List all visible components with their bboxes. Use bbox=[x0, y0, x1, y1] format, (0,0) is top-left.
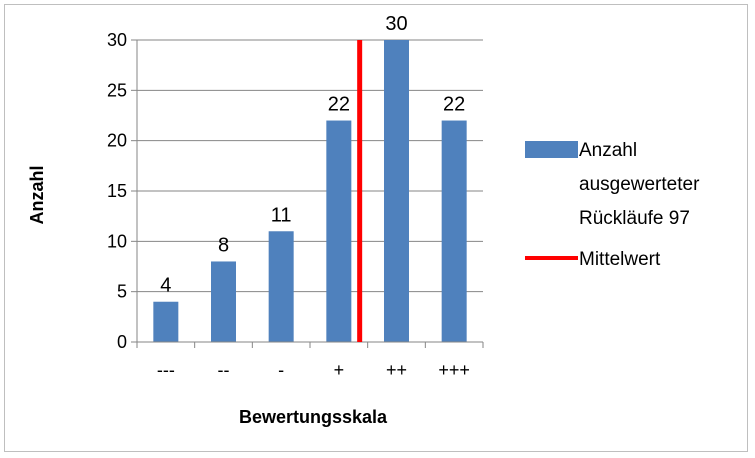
data-label: 11 bbox=[271, 204, 292, 226]
data-label: 4 bbox=[160, 275, 171, 297]
x-tick-label: --- bbox=[157, 360, 175, 380]
x-axis-title: Bewertungsskala bbox=[239, 407, 388, 427]
axes bbox=[136, 40, 484, 348]
bar bbox=[211, 261, 236, 342]
data-label: 30 bbox=[385, 13, 407, 35]
y-tick-label: 5 bbox=[117, 282, 127, 302]
y-tick-label: 30 bbox=[107, 30, 127, 50]
legend-mean-label: Mittelwert bbox=[579, 249, 661, 270]
data-label: 22 bbox=[328, 94, 350, 116]
y-tick-labels: 0 5 10 15 20 25 30 bbox=[107, 30, 127, 352]
y-tick-label: 25 bbox=[107, 80, 127, 100]
x-tick-labels: --- -- - + ++ +++ bbox=[157, 360, 470, 380]
gridlines bbox=[131, 39, 483, 343]
legend-series-line-2: ausgewerteter bbox=[579, 174, 700, 195]
x-tick-label: + bbox=[334, 360, 345, 380]
y-axis-title: Anzahl bbox=[27, 165, 47, 224]
y-tick-label: 15 bbox=[107, 181, 127, 201]
x-tick-label: +++ bbox=[438, 360, 470, 380]
bar bbox=[153, 301, 179, 342]
data-label: 8 bbox=[218, 234, 229, 256]
x-tick-label: ++ bbox=[386, 360, 407, 380]
y-tick-label: 20 bbox=[107, 131, 127, 151]
legend-series-line-1: Anzahl bbox=[579, 140, 637, 161]
bar bbox=[326, 120, 352, 343]
chart-frame: 0 5 10 15 20 25 30 --- -- - + ++ +++ 4 8 11 22 30 22 Anz… bbox=[4, 4, 748, 452]
x-tick-label: -- bbox=[218, 360, 230, 380]
x-tick-label: - bbox=[278, 360, 284, 380]
y-tick-label: 10 bbox=[107, 231, 127, 251]
y-tick-label: 0 bbox=[117, 332, 127, 352]
bars bbox=[153, 40, 467, 343]
legend-swatch-bar bbox=[525, 141, 578, 158]
legend-series-line-3: Rückläufe 97 bbox=[579, 208, 690, 229]
bar bbox=[384, 40, 409, 342]
data-labels: 4 8 11 22 30 22 bbox=[160, 13, 465, 297]
legend: Anzahl ausgewerteter Rückläufe 97 Mittel… bbox=[525, 140, 700, 270]
bar bbox=[441, 120, 467, 343]
data-label: 22 bbox=[443, 94, 465, 116]
bar bbox=[268, 231, 294, 342]
